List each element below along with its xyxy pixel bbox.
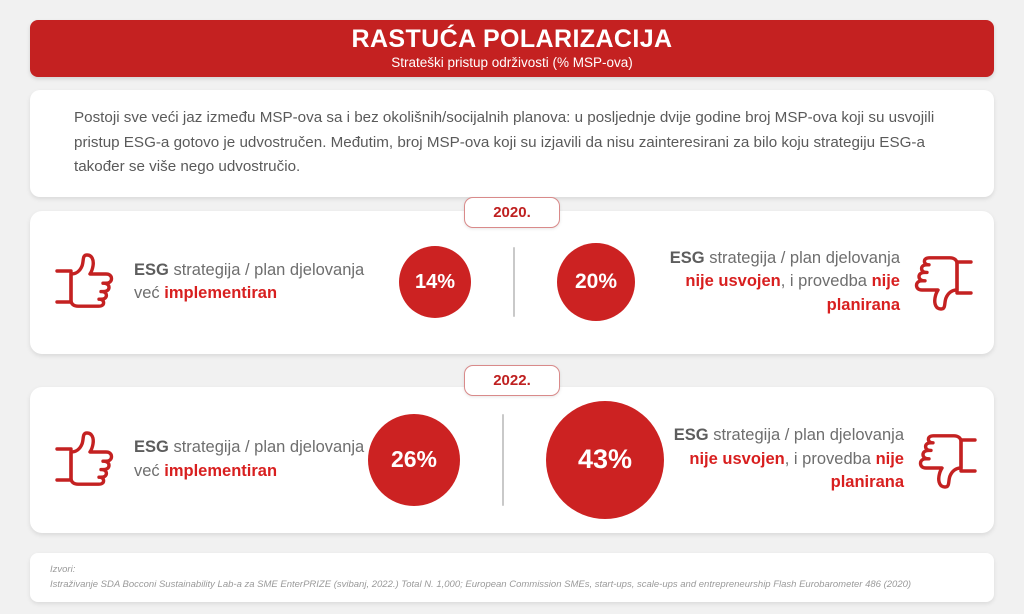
label-mid-b: , i provedba — [780, 272, 872, 291]
row-2022-negative-label: ESG strategija / plan djelovanja nije us… — [664, 424, 910, 495]
row-2022-bubbles: 26% 43% — [368, 387, 664, 533]
label-strong: ESG — [134, 438, 169, 456]
source-heading: Izvori: — [50, 563, 76, 575]
row-2022-negative-value: 43% — [546, 400, 664, 519]
label-highlight: implementiran — [164, 284, 278, 302]
source-text: Istraživanje SDA Bocconi Sustainability … — [50, 578, 912, 590]
thumbs-up-icon — [48, 430, 122, 490]
row-2020-positive-label: ESG strategija / plan djelovanja već imp… — [122, 259, 368, 306]
row-2022-negative-side: ESG strategija / plan djelovanja nije us… — [664, 424, 984, 495]
row-2020-negative-label: ESG strategija / plan djelovanja nije us… — [660, 247, 906, 318]
intro-text: Postoji sve veći jaz između MSP-ova sa i… — [74, 109, 935, 175]
label-mid-a: strategija / plan djelovanja — [704, 248, 900, 267]
label-highlight-a: nije usvojen — [685, 272, 781, 291]
label-strong: ESG — [673, 426, 709, 445]
intro-card: Postoji sve veći jaz između MSP-ova sa i… — [30, 90, 994, 197]
label-mid: strategija / plan djelovanja već — [134, 438, 365, 480]
row-2022-positive-side: ESG strategija / plan djelovanja već imp… — [48, 430, 368, 490]
row-2020-negative-bubble-slot: 20% — [515, 211, 660, 354]
page-subtitle: Strateški pristup održivosti (% MSP-ova) — [391, 55, 633, 70]
label-strong: ESG — [134, 260, 169, 279]
row-2020-bubbles: 14% 20% — [368, 211, 660, 354]
row-2022-positive-value: 26% — [368, 413, 460, 506]
row-2020-positive-bubble-slot: 14% — [368, 211, 513, 354]
thumbs-down-icon — [910, 430, 984, 490]
row-2020-negative-side: ESG strategija / plan djelovanja nije us… — [660, 247, 980, 318]
row-2022-positive-label: ESG strategija / plan djelovanja već imp… — [122, 436, 368, 483]
row-2020-positive-side: ESG strategija / plan djelovanja već imp… — [48, 252, 368, 312]
thumbs-down-glyph — [914, 256, 973, 311]
header-banner: RASTUĆA POLARIZACIJA Strateški pristup o… — [30, 20, 994, 77]
row-2022-positive-bubble-slot: 26% — [368, 387, 502, 533]
year-badge-2022: 2022. — [464, 364, 560, 396]
page-title: RASTUĆA POLARIZACIJA — [351, 25, 673, 53]
year-badge-2020: 2020. — [464, 196, 560, 228]
label-highlight: implementiran — [164, 461, 278, 480]
thumbs-up-glyph — [55, 430, 114, 486]
thumbs-down-glyph — [918, 433, 977, 489]
row-2022-negative-bubble-slot: 43% — [504, 387, 664, 533]
label-strong: ESG — [669, 248, 705, 267]
thumbs-up-icon — [48, 252, 122, 312]
label-mid-b: , i provedba — [784, 449, 876, 468]
row-2020-positive-value: 14% — [399, 246, 471, 318]
label-highlight-b: nije planirana — [830, 449, 904, 492]
data-row-2020: ESG strategija / plan djelovanja već imp… — [30, 210, 994, 354]
label-highlight-a: nije usvojen — [689, 449, 785, 468]
label-mid-a: strategija / plan djelovanja — [708, 426, 904, 445]
thumbs-up-glyph — [55, 253, 114, 308]
data-row-2022: ESG strategija / plan djelovanja već imp… — [30, 386, 994, 533]
source-card: Izvori: Istraživanje SDA Bocconi Sustain… — [30, 552, 994, 602]
row-2020-divider — [513, 247, 515, 317]
thumbs-down-icon — [906, 252, 980, 312]
row-2022-divider — [502, 413, 504, 506]
label-highlight-b: nije planirana — [826, 272, 900, 314]
label-mid: strategija / plan djelovanja već — [134, 260, 365, 303]
row-2020-negative-value: 20% — [557, 243, 635, 321]
